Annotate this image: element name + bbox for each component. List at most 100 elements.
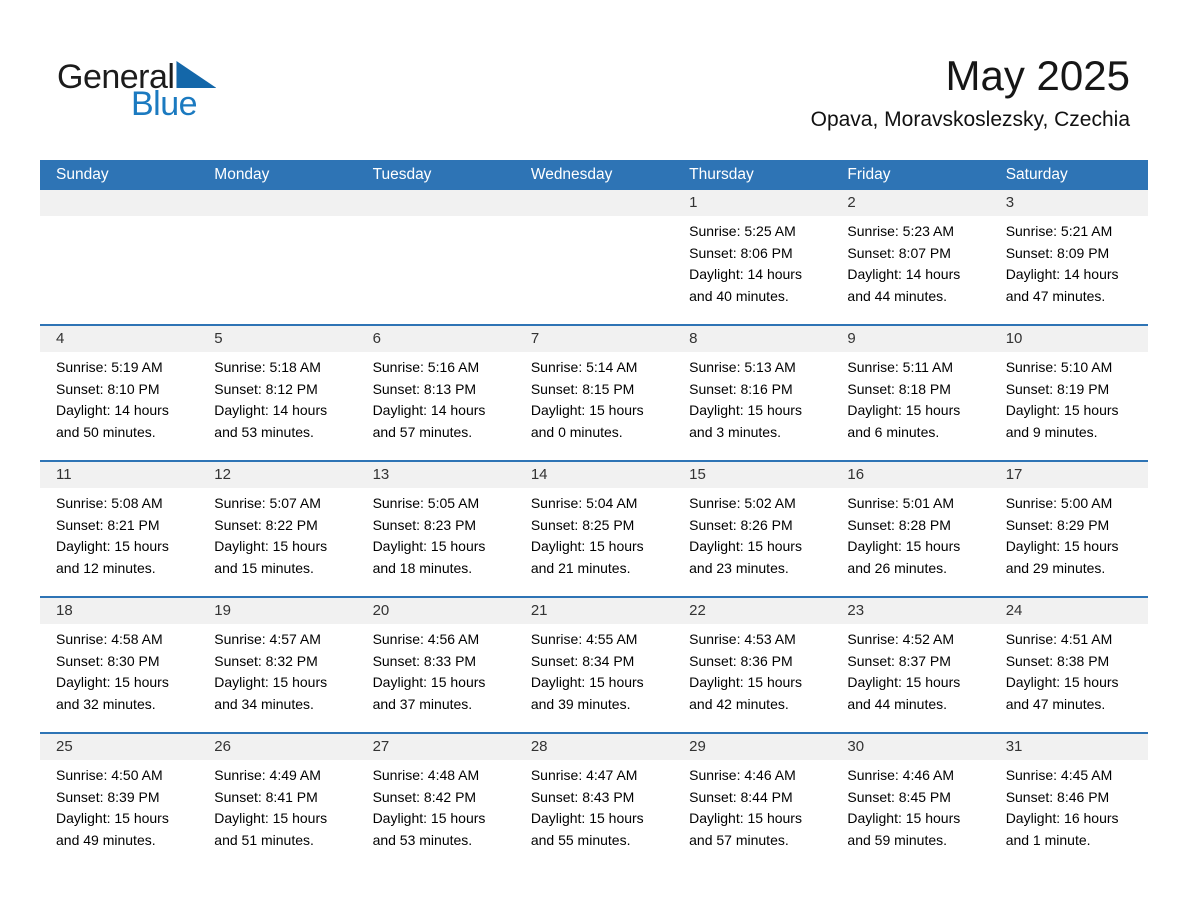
day-number: 1 xyxy=(673,190,832,216)
logo-text-blue: Blue xyxy=(131,85,198,123)
day-cell-8: 8 Sunrise: 5:13 AM Sunset: 8:16 PM Daylight… xyxy=(673,324,832,461)
sunrise-text: Sunrise: 4:56 AM xyxy=(372,631,480,647)
sunset-text: Sunset: 8:46 PM xyxy=(1005,788,1110,805)
daylight-text: and 47 minutes. xyxy=(1005,695,1106,712)
day-cell-16: 16 Sunrise: 5:01 AM Sunset: 8:28 PM Dayligh… xyxy=(831,460,990,597)
weekday-header-row: Sunday Monday Tuesday Wednesday Thursday Frid… xyxy=(40,160,1148,190)
day-details: Sunrise: 5:23 AM Sunset: 8:07 PM Daylight:… xyxy=(831,216,989,307)
sunset-text: Sunset: 8:30 PM xyxy=(56,652,160,669)
sunset-text: Sunset: 8:28 PM xyxy=(847,516,951,533)
daylight-text: Daylight: 15 hours xyxy=(372,538,486,554)
day-details: Sunrise: 5:18 AM Sunset: 8:12 PM Daylight:… xyxy=(198,352,356,443)
sunrise-text: Sunrise: 5:01 AM xyxy=(847,495,955,511)
day-number: 21 xyxy=(514,598,674,624)
daylight-text: Daylight: 15 hours xyxy=(847,538,961,554)
sunrise-text: Sunrise: 4:47 AM xyxy=(530,767,638,783)
day-number: 19 xyxy=(198,598,357,624)
sunset-text: Sunset: 8:37 PM xyxy=(847,652,951,669)
day-cell-12: 12 Sunrise: 5:07 AM Sunset: 8:22 PM Dayligh… xyxy=(198,460,357,597)
day-cell-29: 29 Sunrise: 4:46 AM Sunset: 8:44 PM Dayligh… xyxy=(673,732,832,868)
daylight-text: and 50 minutes. xyxy=(56,423,156,440)
day-cell-27: 27 Sunrise: 4:48 AM Sunset: 8:42 PM Dayligh… xyxy=(356,732,515,868)
day-cell-2: 2 Sunrise: 5:23 AM Sunset: 8:07 PM Daylight… xyxy=(831,190,990,325)
daylight-text: and 49 minutes. xyxy=(56,831,156,848)
day-number: 6 xyxy=(356,326,515,352)
sunrise-text: Sunrise: 4:46 AM xyxy=(847,767,955,783)
day-cell-empty xyxy=(40,190,199,325)
day-number: 18 xyxy=(40,598,199,624)
day-number: 22 xyxy=(673,598,832,624)
day-cell-1: 1 Sunrise: 5:25 AM Sunset: 8:06 PM Daylight… xyxy=(673,190,832,325)
sunrise-text: Sunrise: 5:07 AM xyxy=(214,495,321,511)
daylight-text: Daylight: 15 hours xyxy=(1005,402,1119,418)
sunrise-text: Sunrise: 5:08 AM xyxy=(56,495,163,511)
day-details: Sunrise: 5:13 AM Sunset: 8:16 PM Daylight:… xyxy=(673,352,831,443)
daylight-text: Daylight: 14 hours xyxy=(372,402,486,418)
daylight-text: and 37 minutes. xyxy=(372,695,473,712)
sunset-text: Sunset: 8:06 PM xyxy=(689,244,793,261)
sunrise-text: Sunrise: 5:00 AM xyxy=(1005,495,1113,511)
sunrise-text: Sunrise: 5:25 AM xyxy=(689,223,796,239)
day-details: Sunrise: 5:04 AM Sunset: 8:25 PM Daylight:… xyxy=(515,488,673,579)
logo-text-general: General xyxy=(57,58,175,96)
day-details: Sunrise: 4:52 AM Sunset: 8:37 PM Daylight:… xyxy=(831,624,989,715)
daylight-text: Daylight: 15 hours xyxy=(689,402,802,418)
daylight-text: and 42 minutes. xyxy=(689,695,789,712)
day-cell-26: 26 Sunrise: 4:49 AM Sunset: 8:41 PM Dayligh… xyxy=(198,732,357,868)
day-details: Sunrise: 4:48 AM Sunset: 8:42 PM Daylight:… xyxy=(357,760,515,851)
week-row-1: 1 Sunrise: 5:25 AM Sunset: 8:06 PM Daylight… xyxy=(40,190,1148,325)
daylight-text: Daylight: 15 hours xyxy=(847,810,961,826)
day-number: 7 xyxy=(514,326,674,352)
sunrise-text: Sunrise: 5:10 AM xyxy=(1005,359,1113,375)
day-number: 24 xyxy=(989,598,1148,624)
sunrise-text: Sunrise: 5:23 AM xyxy=(847,223,955,239)
sunrise-text: Sunrise: 5:18 AM xyxy=(214,359,321,375)
daylight-text: and 0 minutes. xyxy=(530,423,623,440)
week-row-3: 11 Sunrise: 5:08 AM Sunset: 8:21 PM Dayligh… xyxy=(40,460,1148,597)
day-cell-14: 14 Sunrise: 5:04 AM Sunset: 8:25 PM Dayligh… xyxy=(514,460,674,597)
daylight-text: Daylight: 15 hours xyxy=(530,674,644,690)
daylight-text: Daylight: 15 hours xyxy=(1005,674,1119,690)
day-cell-6: 6 Sunrise: 5:16 AM Sunset: 8:13 PM Daylight… xyxy=(356,324,515,461)
day-number-empty xyxy=(356,190,515,216)
logo-flag-icon xyxy=(176,61,217,88)
day-cell-empty xyxy=(356,190,515,325)
daylight-text: Daylight: 15 hours xyxy=(689,538,802,554)
sunset-text: Sunset: 8:26 PM xyxy=(689,516,793,533)
sunset-text: Sunset: 8:33 PM xyxy=(372,652,477,669)
day-details: Sunrise: 4:55 AM Sunset: 8:34 PM Daylight:… xyxy=(515,624,673,715)
day-number: 13 xyxy=(356,462,515,488)
daylight-text: and 12 minutes. xyxy=(56,559,156,576)
day-cell-13: 13 Sunrise: 5:05 AM Sunset: 8:23 PM Dayligh… xyxy=(356,460,515,597)
day-number: 17 xyxy=(989,462,1148,488)
day-cell-21: 21 Sunrise: 4:55 AM Sunset: 8:34 PM Dayligh… xyxy=(514,596,674,733)
day-details: Sunrise: 4:46 AM Sunset: 8:45 PM Daylight:… xyxy=(831,760,989,851)
day-number: 31 xyxy=(989,734,1148,760)
daylight-text: and 57 minutes. xyxy=(372,423,473,440)
day-number-empty xyxy=(40,190,199,216)
daylight-text: Daylight: 15 hours xyxy=(530,402,644,418)
day-number: 26 xyxy=(198,734,357,760)
day-details: Sunrise: 4:45 AM Sunset: 8:46 PM Daylight:… xyxy=(990,760,1148,851)
daylight-text: Daylight: 15 hours xyxy=(56,538,169,554)
sunset-text: Sunset: 8:12 PM xyxy=(214,380,318,397)
sunset-text: Sunset: 8:10 PM xyxy=(56,380,160,397)
day-details: Sunrise: 4:57 AM Sunset: 8:32 PM Daylight:… xyxy=(198,624,356,715)
daylight-text: Daylight: 15 hours xyxy=(214,674,328,690)
day-number: 16 xyxy=(831,462,990,488)
sunset-text: Sunset: 8:34 PM xyxy=(530,652,635,669)
day-cell-20: 20 Sunrise: 4:56 AM Sunset: 8:33 PM Dayligh… xyxy=(356,596,515,733)
sunset-text: Sunset: 8:43 PM xyxy=(530,788,635,805)
daylight-text: Daylight: 16 hours xyxy=(1005,810,1119,826)
sunset-text: Sunset: 8:41 PM xyxy=(214,788,318,805)
sunrise-text: Sunrise: 5:14 AM xyxy=(530,359,638,375)
sunrise-text: Sunrise: 4:50 AM xyxy=(56,767,163,783)
daylight-text: Daylight: 14 hours xyxy=(847,266,961,282)
sunset-text: Sunset: 8:16 PM xyxy=(689,380,793,397)
sunrise-text: Sunrise: 4:55 AM xyxy=(530,631,638,647)
day-number: 23 xyxy=(831,598,990,624)
daylight-text: Daylight: 14 hours xyxy=(1005,266,1119,282)
sunrise-text: Sunrise: 4:48 AM xyxy=(372,767,480,783)
sunset-text: Sunset: 8:09 PM xyxy=(1005,244,1110,261)
